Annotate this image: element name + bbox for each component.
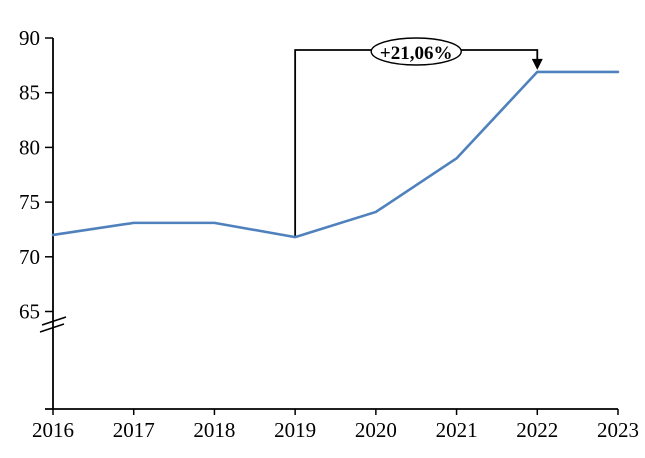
y-axis-tick-label: 65	[19, 300, 40, 324]
y-axis-tick-label: 90	[19, 26, 40, 50]
y-axis-tick-label: 80	[19, 135, 40, 159]
y-axis-tick-label: 85	[19, 81, 40, 105]
x-axis-tick-label: 2019	[274, 418, 316, 442]
x-axis-tick-label: 2017	[113, 418, 155, 442]
x-axis-tick-label: 2021	[436, 418, 478, 442]
y-axis-tick-label: 70	[19, 245, 40, 269]
x-axis-tick-label: 2022	[516, 418, 558, 442]
data-line	[51, 70, 620, 239]
annotation-label: +21,06%	[380, 43, 453, 64]
axis-break-slash-icon	[39, 323, 65, 333]
annotation-ellipse	[370, 37, 462, 66]
x-axis-tick-label: 2020	[355, 418, 397, 442]
x-axis-tick-label: 2016	[32, 418, 74, 442]
x-axis-tick-label: 2023	[597, 418, 639, 442]
axis-break-slash-icon	[41, 316, 67, 326]
annotation-bracket	[294, 49, 539, 238]
y-axis-tick-label: 75	[19, 190, 40, 214]
annotation-arrowhead-icon	[531, 58, 543, 70]
x-axis-tick-label: 2018	[193, 418, 235, 442]
